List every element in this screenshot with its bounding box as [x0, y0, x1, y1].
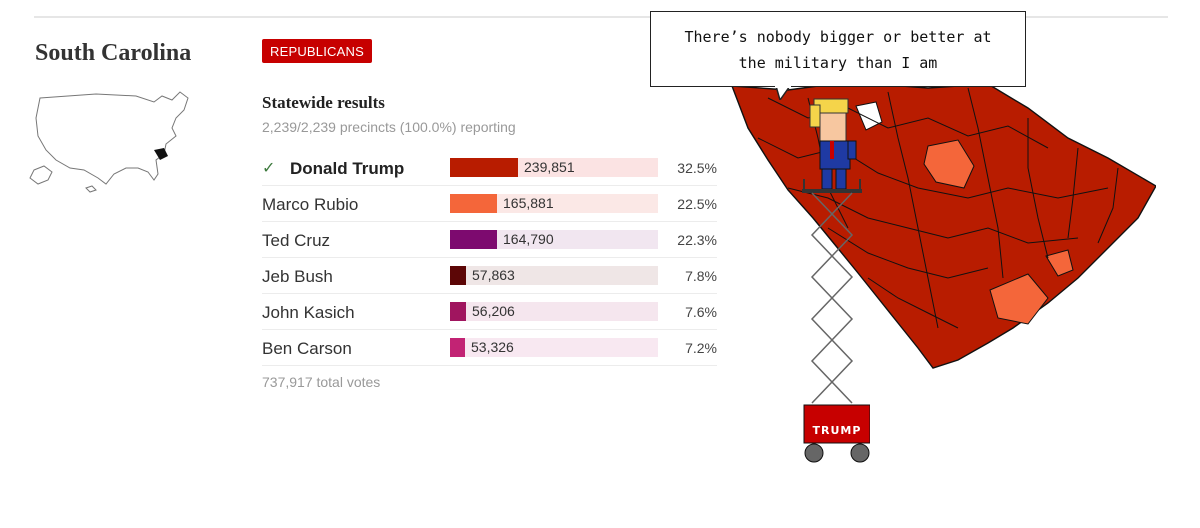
vote-bar-fill: [450, 302, 466, 321]
vote-count: 56,206: [472, 303, 515, 319]
vote-count: 164,790: [503, 231, 554, 247]
top-divider: [34, 16, 1168, 18]
wheel-left: [804, 443, 824, 463]
vote-bar-track: 57,863: [450, 266, 658, 285]
vote-count: 53,326: [471, 339, 514, 355]
candidate-row: Ben Carson 53,326 7.2%: [262, 330, 717, 366]
candidate-name: Donald Trump: [290, 159, 405, 178]
speech-line-2: the military than I am: [738, 54, 938, 72]
vote-bar-track: 56,206: [450, 302, 658, 321]
vote-percent: 7.8%: [685, 268, 717, 284]
lift-base: [803, 404, 870, 444]
vote-bar-track: 53,326: [450, 338, 658, 357]
vote-percent: 32.5%: [677, 160, 717, 176]
vote-bar-fill: [450, 158, 518, 177]
vote-bar-track: 164,790: [450, 230, 658, 249]
vote-percent: 7.6%: [685, 304, 717, 320]
candidate-name: John Kasich: [262, 303, 355, 322]
us-map-locator: [29, 91, 189, 193]
vote-count: 57,863: [472, 267, 515, 283]
scissor-arms: [810, 192, 854, 404]
total-votes: 737,917 total votes: [262, 374, 381, 390]
candidate-row: Marco Rubio 165,881 22.5%: [262, 186, 717, 222]
pixel-trump-on-lift: [802, 98, 870, 463]
precincts-reporting: 2,239/2,239 precincts (100.0%) reporting: [262, 119, 516, 135]
vote-bar-fill: [450, 266, 466, 285]
candidate-row: Jeb Bush 57,863 7.8%: [262, 258, 717, 294]
wheel-right: [850, 443, 870, 463]
vote-percent: 7.2%: [685, 340, 717, 356]
vote-bar-fill: [450, 230, 497, 249]
candidate-row: John Kasich 56,206 7.6%: [262, 294, 717, 330]
vote-count: 165,881: [503, 195, 554, 211]
suit-shape: [819, 140, 851, 170]
statewide-title: Statewide results: [262, 93, 385, 112]
speech-bubble: There’s nobody bigger or better at the m…: [650, 11, 1026, 87]
candidate-name: Jeb Bush: [262, 267, 333, 286]
winner-check-icon: ✓: [262, 160, 276, 177]
face-shape: [819, 112, 847, 142]
party-badge[interactable]: REPUBLICANS: [262, 39, 372, 63]
candidate-row: Ted Cruz 164,790 22.3%: [262, 222, 717, 258]
candidate-name: Marco Rubio: [262, 195, 359, 214]
state-title: South Carolina: [35, 40, 192, 66]
candidate-row: ✓ Donald Trump 239,851 32.5%: [262, 150, 717, 186]
candidate-name: Ben Carson: [262, 339, 352, 358]
vote-bar-fill: [450, 338, 465, 357]
vote-bar-track: 165,881: [450, 194, 658, 213]
speech-bubble-tail: [775, 86, 791, 100]
vote-bar-track: 239,851: [450, 158, 658, 177]
candidate-name: Ted Cruz: [262, 231, 331, 250]
results-table: ✓ Donald Trump 239,851 32.5% Marco Rubio 165,…: [262, 150, 717, 366]
lift-platform: [802, 189, 862, 193]
vote-bar-fill: [450, 194, 497, 213]
speech-line-1: There’s nobody bigger or better at: [684, 28, 992, 46]
vote-percent: 22.3%: [677, 232, 717, 248]
sc-highlight: [154, 148, 168, 160]
vote-count: 239,851: [524, 159, 575, 175]
vote-percent: 22.5%: [677, 196, 717, 212]
lift-label: TRUMP: [812, 424, 862, 437]
